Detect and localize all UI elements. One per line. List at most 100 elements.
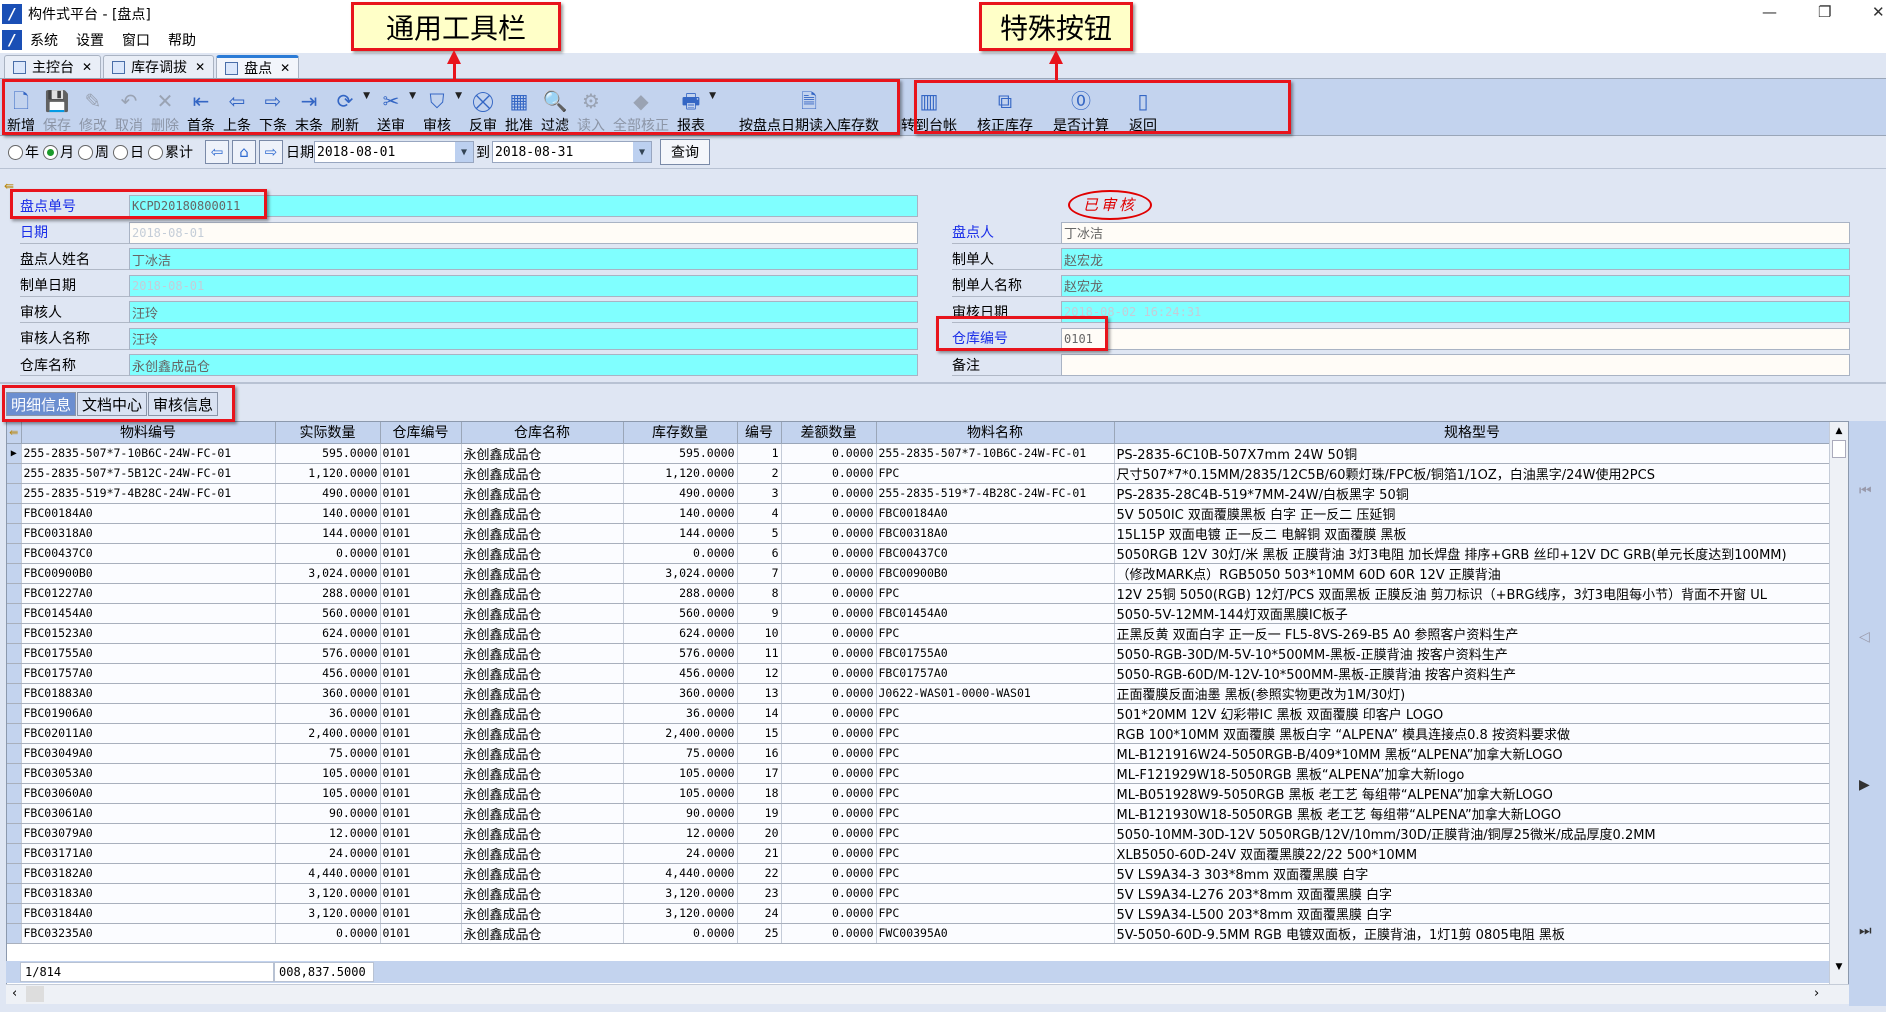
row-selector[interactable] [7,583,22,604]
table-row[interactable]: FBC03053A0 105.0000 0101 永创鑫成品仓 105.0000 17 0.… [7,763,1831,784]
period-radio-3[interactable]: 日 [113,142,144,162]
table-row[interactable]: FBC00184A0 140.0000 0101 永创鑫成品仓 140.0000 4 0.0… [7,503,1831,524]
table-row[interactable]: FBC03061A0 90.0000 0101 永创鑫成品仓 90.0000 19 0.00… [7,803,1831,824]
field-input[interactable]: 丁冰洁 [129,248,918,270]
tab-detail-info[interactable]: 明细信息 [6,392,77,416]
toolbar-button-9[interactable]: ⟳ 刷新 ▼ [328,81,370,135]
field-input[interactable]: 2018-08-02 16:24:31 [1061,301,1850,323]
table-row[interactable]: FBC01227A0 288.0000 0101 永创鑫成品仓 288.0000 8 0.0… [7,583,1831,604]
tab-stock-transfer[interactable]: 库存调拔 ✕ [103,55,215,78]
period-radio-2[interactable]: 周 [78,142,109,162]
row-selector[interactable] [7,763,22,784]
column-header[interactable]: 规格型号 [1114,422,1831,444]
column-header[interactable]: 物料编号 [21,422,276,444]
special-button-3[interactable]: ⓪ 是否计算 [1050,81,1112,135]
toolbar-button-15[interactable]: ⚙ 读入 [574,81,608,135]
toolbar-button-12[interactable]: ⛒ 反审 [466,81,500,135]
table-row[interactable]: 255-2835-507*7-5B12C-24W-FC-01 1,120.0000… [7,463,1831,484]
row-selector[interactable] [7,643,22,664]
toolbar-button-17[interactable]: 🖶 报表 ▼ [674,81,716,135]
toolbar-button-5[interactable]: ⇤ 首条 [184,81,218,135]
row-selector[interactable] [7,743,22,764]
scroll-left-icon[interactable]: ‹ [12,986,18,1001]
row-selector[interactable] [7,523,22,544]
special-button-0[interactable]: 🗎 按盘点日期读入库存数 [736,81,882,135]
toolbar-button-14[interactable]: 🔍 过滤 [538,81,572,135]
scroll-thumb[interactable] [1832,440,1846,458]
close-tab-icon[interactable]: ✕ [280,61,291,75]
table-row[interactable]: FBC03235A0 0.0000 0101 永创鑫成品仓 0.0000 25 0.0000… [7,923,1831,944]
column-header[interactable]: 实际数量 [275,422,381,444]
column-header[interactable]: 库存数量 [623,422,738,444]
row-selector[interactable] [7,823,22,844]
toolbar-button-2[interactable]: ✎ 修改 [76,81,110,135]
chevron-down-icon[interactable]: ▼ [633,142,651,162]
row-selector[interactable] [7,903,22,924]
column-header[interactable]: 物料名称 [876,422,1115,444]
next-period-button[interactable]: ⇨ [259,140,283,164]
table-row[interactable]: FBC03079A0 12.0000 0101 永创鑫成品仓 12.0000 20 0.00… [7,823,1831,844]
special-button-2[interactable]: ⧉ 核正库存 [974,81,1036,135]
row-selector[interactable] [7,543,22,564]
scroll-up-icon[interactable]: ▲ [1835,426,1843,436]
toolbar-button-3[interactable]: ↶ 取消 [112,81,146,135]
current-row-indicator-icon[interactable]: ▶ [7,443,22,464]
table-row[interactable]: FBC01906A0 36.0000 0101 永创鑫成品仓 36.0000 14 0.00… [7,703,1831,724]
minimize-button[interactable]: — [1762,3,1777,21]
column-header[interactable]: 编号 [737,422,782,444]
tab-main-console[interactable]: 主控台 ✕ [4,55,102,78]
table-row[interactable]: FBC03182A0 4,440.0000 0101 永创鑫成品仓 4,440.0000… [7,863,1831,884]
tab-stocktake[interactable]: 盘点 ✕ [216,55,300,78]
period-radio-4[interactable]: 累计 [148,142,193,162]
row-selector[interactable] [7,723,22,744]
next-record-icon[interactable]: ▶ [1859,777,1870,793]
row-selector[interactable] [7,603,22,624]
scroll-right-icon[interactable]: › [1814,986,1820,1001]
table-row[interactable]: FBC01883A0 360.0000 0101 永创鑫成品仓 360.0000 13 0.… [7,683,1831,704]
row-selector[interactable] [7,803,22,824]
toolbar-button-13[interactable]: ▦ 批准 [502,81,536,135]
dropdown-arrow-icon[interactable]: ▼ [409,91,416,101]
toolbar-button-8[interactable]: ⇥ 末条 [292,81,326,135]
table-row[interactable]: FBC01523A0 624.0000 0101 永创鑫成品仓 624.0000 10 0.… [7,623,1831,644]
table-row[interactable]: FBC00900B0 3,024.0000 0101 永创鑫成品仓 3,024.0000… [7,563,1831,584]
toolbar-button-7[interactable]: ⇨ 下条 [256,81,290,135]
field-input[interactable]: 赵宏龙 [1061,248,1850,270]
toolbar-button-16[interactable]: ◆ 全部核正 [610,81,672,135]
toolbar-button-11[interactable]: ⛉ 审核 ▼ [420,81,462,135]
date-to-field[interactable]: 2018-08-31 ▼ [492,141,652,163]
query-button[interactable]: 查询 [660,139,710,165]
row-selector[interactable] [7,663,22,684]
table-row[interactable]: FBC00318A0 144.0000 0101 永创鑫成品仓 144.0000 5 0.0… [7,523,1831,544]
restore-button[interactable]: ❐ [1818,3,1832,21]
field-label[interactable]: 仓库编号 [952,328,1061,350]
menu-help[interactable]: 帮助 [168,33,196,49]
menu-system[interactable]: 系统 [30,33,58,49]
row-selector[interactable] [7,923,22,944]
date-from-field[interactable]: 2018-08-01 ▼ [314,141,474,163]
close-button[interactable]: ✕ [1872,3,1885,21]
row-selector[interactable] [7,623,22,644]
home-period-button[interactable]: ⌂ [232,140,256,164]
dropdown-arrow-icon[interactable]: ▼ [709,91,716,101]
field-input[interactable]: 2018-08-01 [129,221,918,244]
last-record-icon[interactable]: ⏭ [1859,923,1872,939]
table-row[interactable]: FBC03183A0 3,120.0000 0101 永创鑫成品仓 3,120.0000… [7,883,1831,904]
chevron-down-icon[interactable]: ▼ [455,142,473,162]
field-input[interactable]: 汪玲 [129,301,918,323]
table-row[interactable]: FBC03049A0 75.0000 0101 永创鑫成品仓 75.0000 16 0.00… [7,743,1831,764]
table-row[interactable]: FBC01755A0 576.0000 0101 永创鑫成品仓 576.0000 11 0.… [7,643,1831,664]
row-selector[interactable] [7,503,22,524]
field-input[interactable] [1061,354,1850,376]
toolbar-button-6[interactable]: ⇦ 上条 [220,81,254,135]
table-row[interactable]: FBC01757A0 456.0000 0101 永创鑫成品仓 456.0000 12 0.… [7,663,1831,684]
first-record-icon[interactable]: ⏮ [1859,483,1872,499]
table-row[interactable]: FBC03060A0 105.0000 0101 永创鑫成品仓 105.0000 18 0.… [7,783,1831,804]
close-tab-icon[interactable]: ✕ [82,60,93,74]
row-selector[interactable] [7,783,22,804]
period-radio-1[interactable]: 月 [43,142,74,162]
field-input[interactable]: KCPD20180800011 [129,195,918,217]
horizontal-scrollbar[interactable]: ‹ › [6,984,1849,1004]
toolbar-button-4[interactable]: ✕ 删除 [148,81,182,135]
table-row[interactable]: FBC03184A0 3,120.0000 0101 永创鑫成品仓 3,120.0000… [7,903,1831,924]
